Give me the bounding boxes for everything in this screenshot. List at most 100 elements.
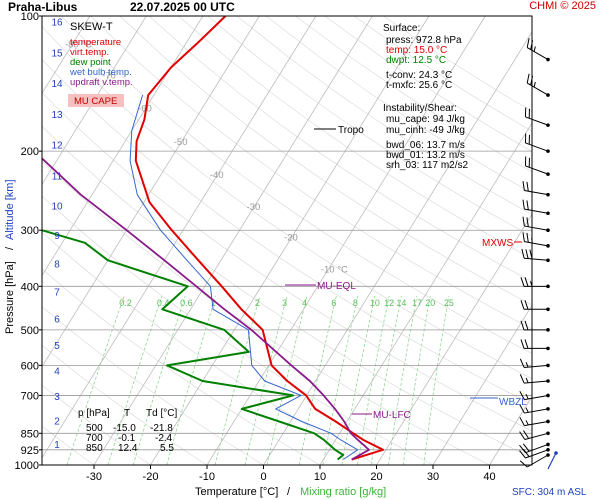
levels-table: p [hPa] T Td [°C] 500 -15.0 -21.8 700 -0… [78,408,177,454]
profile-temperature [134,16,385,461]
altitude-tick-label: 15 [51,48,63,59]
mixing-ratio-label: 6 [331,298,336,308]
instability-info: Instability/Shear: mu_cape: 94 J/kg mu_c… [383,103,469,171]
wind-barb-station [546,192,550,197]
table-row-500-t: -15.0 [113,423,136,434]
mixing-ratio-label: 10 [370,298,380,308]
wind-barb-shaft [524,432,549,441]
x-tick-label: 20 [370,471,382,483]
wind-barb [520,300,550,312]
credit-label: CHMI © 2025 [529,0,596,12]
table-row-700-td: -2.4 [155,433,173,444]
x-tick-label: 30 [427,471,439,483]
legend-item-wet-bulb: wet bulb temp. [69,67,132,78]
wind-barb-station [546,407,550,411]
mixing-ratio-label: 14 [396,298,406,308]
wind-barb [524,156,550,176]
isotherm [432,304,532,465]
mxws-label: MXWS [482,238,513,249]
wind-barb [526,38,550,62]
isotherm-label: -30 [247,202,261,213]
altitude-tick-label: 5 [54,341,60,352]
axes: -30 -20 -10 0 10 20 30 401002003004005006007008… [15,11,496,483]
profile-lines [42,16,385,461]
wind-barb-flag [519,450,526,459]
wind-barb [521,248,550,263]
mixing-ratio-line [298,295,337,465]
mixing-ratio-label: 1 [211,298,216,308]
wind-barb-half-flag [525,377,529,383]
wind-barb-flag [522,448,530,457]
wind-barb-station [546,172,550,176]
mixing-ratio-line [166,295,217,465]
altitude-tick-label: 14 [51,79,63,90]
table-row-850-t: 12.4 [118,443,138,454]
wind-barb-half-flag [525,407,529,413]
table-row-700-p: 700 [86,433,103,444]
surface-dwpt: dwpt: 12.5 °C [386,55,446,66]
dry-adiabat [42,25,532,380]
wind-barb-flag [530,40,534,50]
dry-adiabat [207,16,532,237]
altitude-tick-label: 13 [51,110,63,121]
wind-barb-flag [526,181,529,192]
wind-barb-flag [526,200,529,210]
wind-barb-flag [520,320,525,330]
isotherm [546,16,600,465]
isotherm [263,31,532,465]
wind-barb-flag [520,277,525,287]
tropo-label: Tropo [338,125,364,136]
dry-adiabat [178,16,532,260]
wind-barb-flag [529,249,533,260]
mixing-ratio-line [423,295,450,465]
surface-title: Surface: [383,23,420,34]
wind-barb-station [546,328,550,332]
annotations: Tropo MU-EQL MU-LFC MXWS WBZL SFC: 304 m… [285,125,587,498]
wind-barb-half-flag [531,237,533,244]
wind-barb-flag [519,374,525,384]
wind-barb-half-flag [530,281,533,287]
surface-info: Surface: press: 972.8 hPa temp: 15.0 °C … [383,23,462,91]
pressure-tick-label: 100 [21,11,39,23]
isotherm-label: -10 °C [321,264,348,275]
x-tick-label: 0 [260,471,266,483]
altitude-tick-label: 1 [54,440,60,451]
wind-barb-station [546,447,550,452]
surface-press: press: 972.8 hPa [386,35,462,46]
wind-barb-station [546,307,550,312]
isotherm-label: -40 [210,170,224,181]
wind-barb-shaft [525,449,549,459]
wind-barb [522,181,550,197]
wind-barb-station [546,258,550,263]
dry-adiabat [324,16,532,152]
isotherm-label: -50 [174,137,188,148]
pressure-tick-label: 925 [21,445,39,457]
x-tick-label: 40 [483,471,495,483]
pressure-tick-label: 700 [21,390,39,402]
wind-barb [522,199,550,216]
isotherm [376,213,532,465]
mixing-ratio-label: 4 [302,298,307,308]
mu-eql-label: MU-EQL [317,281,356,292]
altitude-tick-label: 2 [54,416,60,427]
profile-dew-point [42,229,345,461]
station-title: Praha-Libus [8,0,78,14]
dry-adiabat [42,59,532,405]
wind-barb [526,73,550,97]
wind-barb-station [546,284,550,289]
isotherm [150,16,430,465]
dry-adiabat [90,16,532,330]
isotherm-label: -60 [138,104,152,115]
wind-barb-station [546,442,550,447]
wind-barb-flag [526,73,530,84]
mu-cape-value: mu_cape: 94 J/kg [386,114,465,125]
altitude-tick-label: 10 [51,202,63,213]
wind-barb-flag [522,216,525,227]
wind-barb-half-flag [525,394,529,400]
wind-barb-flag [524,300,529,310]
pressure-tick-label: 1000 [15,460,39,472]
wind-barb-station [546,57,550,62]
legend-item-updraft: updraft v.temp. [70,77,133,88]
altitude-tick-label: 11 [52,171,63,182]
isotherm [42,16,147,186]
